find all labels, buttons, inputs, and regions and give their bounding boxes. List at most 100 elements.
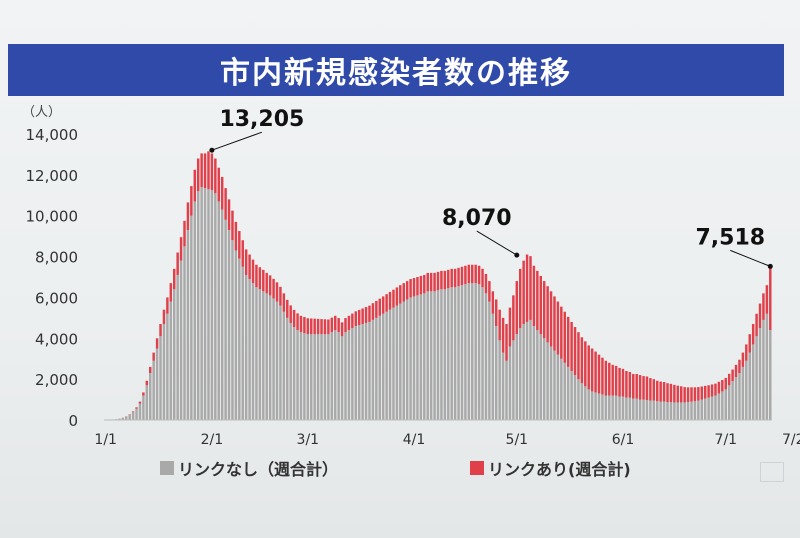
bar-with-link bbox=[666, 383, 669, 403]
bar-no-link bbox=[210, 190, 214, 420]
bar-with-link bbox=[450, 268, 453, 288]
bar-with-link bbox=[573, 327, 577, 376]
bar-no-link bbox=[426, 291, 429, 420]
bar-with-link bbox=[714, 383, 717, 396]
bar-no-link bbox=[354, 326, 358, 420]
bar-no-link bbox=[152, 360, 155, 420]
bar-with-link bbox=[234, 221, 238, 251]
bar-with-link bbox=[272, 278, 275, 299]
bar-no-link bbox=[207, 189, 210, 420]
bar-with-link bbox=[299, 315, 303, 333]
x-tick-label: 6/1 bbox=[612, 432, 635, 448]
bar-with-link bbox=[484, 273, 488, 294]
bar-no-link bbox=[440, 289, 443, 420]
bar-with-link bbox=[282, 293, 286, 312]
bar-with-link bbox=[727, 373, 731, 386]
bar-with-link bbox=[662, 382, 666, 402]
bar-with-link bbox=[200, 153, 203, 188]
bar-no-link bbox=[573, 375, 577, 420]
bar-with-link bbox=[697, 387, 700, 401]
chart-title: 市内新規感染者数の推移 bbox=[220, 56, 572, 91]
bar-no-link bbox=[717, 393, 721, 420]
bar-no-link bbox=[645, 399, 649, 420]
bar-no-link bbox=[751, 344, 755, 420]
bar-no-link bbox=[405, 299, 409, 420]
bar-with-link bbox=[440, 270, 443, 290]
bar-no-link bbox=[217, 201, 220, 420]
bar-with-link bbox=[196, 158, 200, 192]
bar-with-link bbox=[210, 153, 214, 191]
bar-no-link bbox=[375, 317, 378, 420]
bar-no-link bbox=[460, 285, 464, 420]
bar-no-link bbox=[155, 348, 159, 420]
bar-no-link bbox=[635, 398, 638, 420]
bar-no-link bbox=[306, 334, 310, 420]
bar-with-link bbox=[508, 307, 512, 347]
annotation-leader bbox=[730, 249, 771, 267]
bar-no-link bbox=[220, 209, 224, 420]
bar-no-link bbox=[183, 246, 186, 420]
bar-no-link bbox=[381, 313, 385, 420]
bar-no-link bbox=[727, 385, 731, 420]
bar-no-link bbox=[255, 287, 258, 420]
bar-no-link bbox=[769, 330, 772, 420]
bar-no-link bbox=[433, 291, 436, 420]
bar-no-link bbox=[450, 287, 453, 420]
bar-no-link bbox=[241, 266, 244, 420]
y-axis-unit-label: （人） bbox=[22, 105, 61, 120]
bar-with-link bbox=[368, 305, 371, 322]
bar-no-link bbox=[721, 391, 724, 420]
bar-with-link bbox=[656, 380, 659, 402]
bar-with-link bbox=[539, 275, 543, 335]
bar-with-link bbox=[142, 392, 145, 396]
bar-no-link bbox=[700, 399, 704, 420]
bar-with-link bbox=[577, 332, 580, 380]
bar-with-link bbox=[625, 370, 628, 398]
bar-no-link bbox=[138, 403, 142, 420]
bar-with-link bbox=[176, 252, 179, 275]
bar-with-link bbox=[306, 318, 310, 335]
bar-with-link bbox=[546, 286, 549, 343]
bar-with-link bbox=[679, 386, 683, 403]
bar-no-link bbox=[464, 284, 467, 420]
bar-no-link bbox=[162, 323, 166, 420]
bar-no-link bbox=[412, 296, 416, 420]
bar-no-link bbox=[611, 395, 614, 420]
bar-with-link bbox=[405, 281, 409, 300]
bar-with-link bbox=[169, 283, 173, 302]
bar-with-link bbox=[491, 291, 495, 314]
bar-with-link bbox=[162, 309, 166, 324]
bar-with-link bbox=[683, 387, 686, 403]
bar-no-link bbox=[409, 297, 412, 420]
bar-with-link bbox=[296, 313, 299, 331]
bar-with-link bbox=[375, 300, 378, 318]
bar-no-link bbox=[484, 293, 488, 420]
bar-with-link bbox=[327, 319, 330, 335]
bar-with-link bbox=[717, 381, 721, 394]
bar-no-link bbox=[186, 230, 190, 420]
bar-no-link bbox=[477, 284, 481, 420]
bar-with-link bbox=[731, 369, 734, 382]
bar-with-link bbox=[426, 272, 429, 292]
bar-no-link bbox=[584, 386, 587, 420]
bar-with-link bbox=[471, 264, 474, 284]
bar-no-link bbox=[638, 399, 642, 420]
bar-with-link bbox=[128, 414, 131, 415]
y-tick-label: 2,000 bbox=[35, 371, 78, 389]
bar-no-link bbox=[656, 401, 659, 420]
bar-no-link bbox=[416, 295, 419, 420]
bar-with-link bbox=[464, 265, 467, 285]
bar-no-link bbox=[286, 317, 289, 420]
bar-no-link bbox=[467, 283, 471, 420]
bar-with-link bbox=[532, 265, 536, 327]
bar-with-link bbox=[320, 319, 323, 335]
x-tick-label: 3/1 bbox=[297, 432, 320, 448]
bar-with-link bbox=[155, 338, 159, 349]
legend-with-link: リンクあり(週合計) bbox=[470, 456, 631, 480]
bar-no-link bbox=[149, 373, 152, 420]
bar-with-link bbox=[340, 322, 344, 337]
bar-with-link bbox=[556, 301, 560, 355]
bar-no-link bbox=[142, 395, 145, 420]
legend-no-link-label: リンクなし（週合計） bbox=[178, 460, 339, 479]
bar-with-link bbox=[755, 313, 758, 337]
